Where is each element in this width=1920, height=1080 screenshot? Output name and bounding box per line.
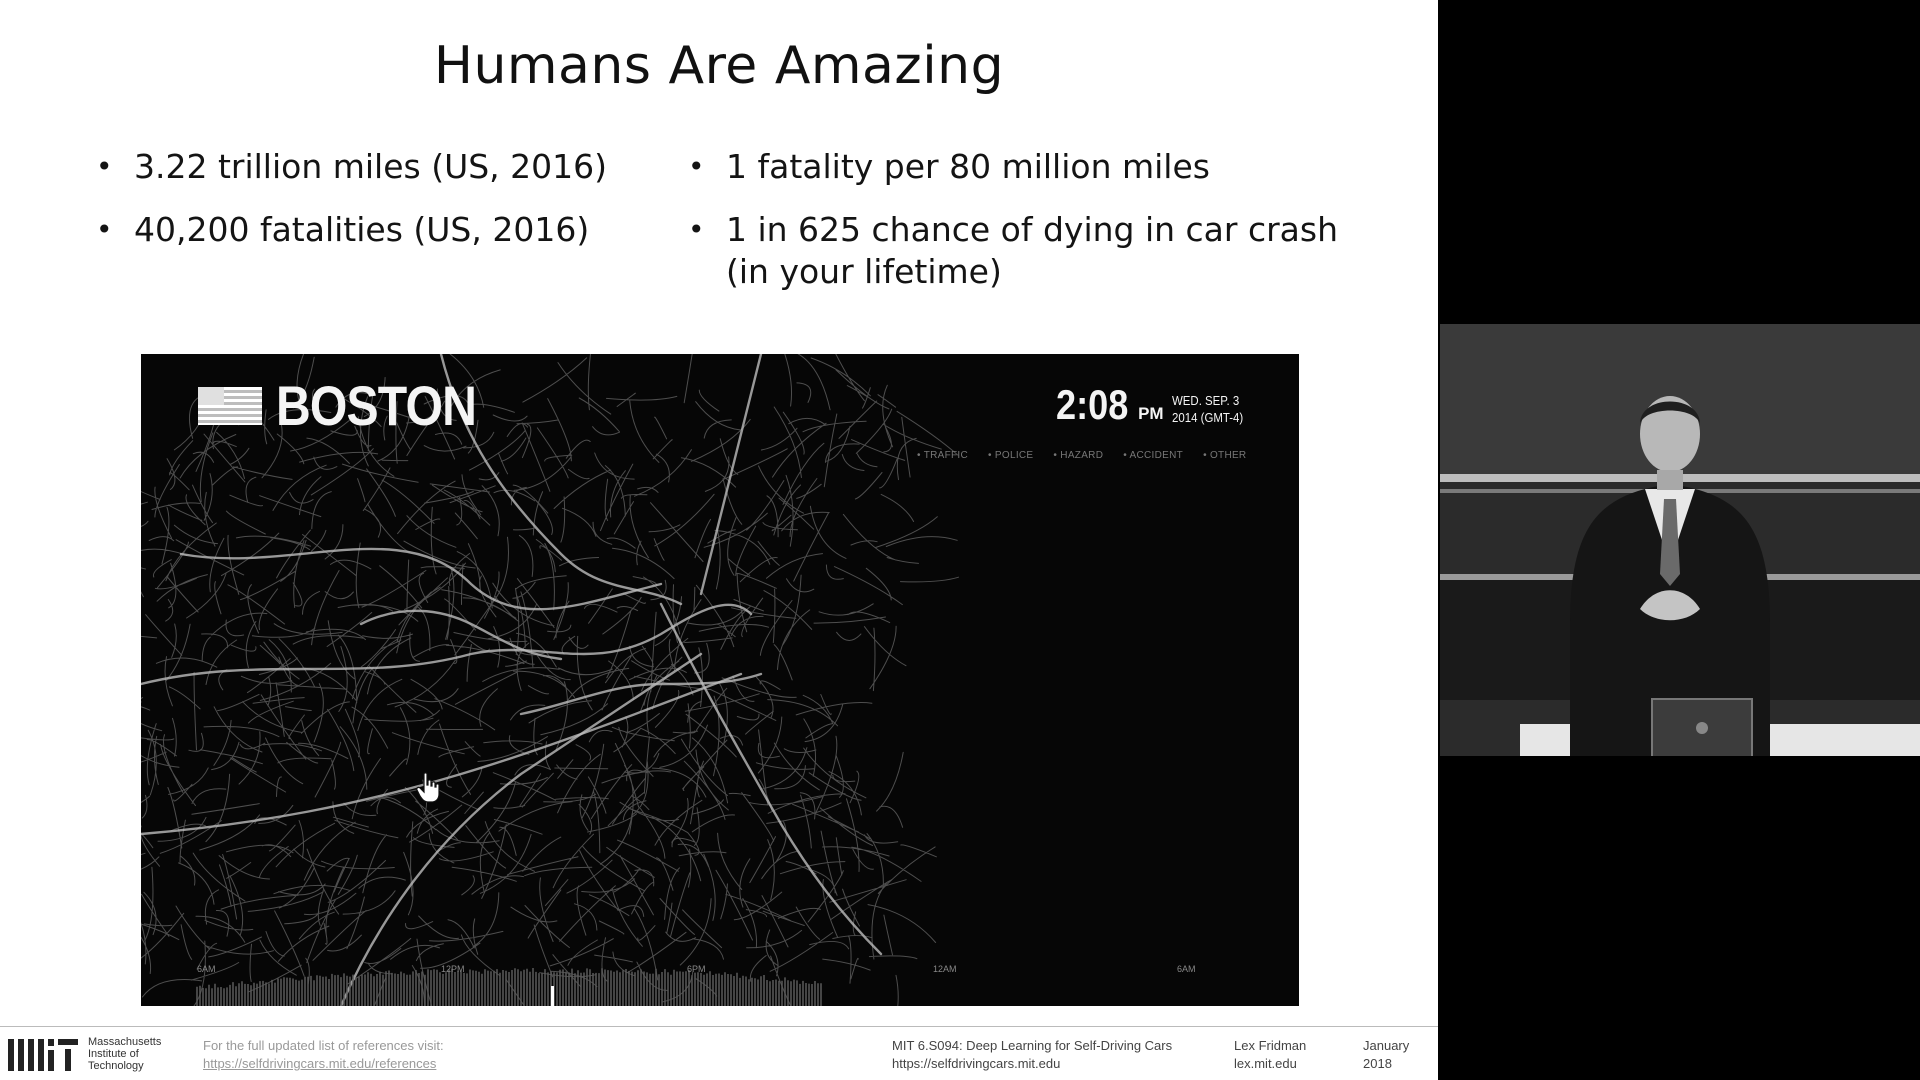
major-road	[141, 603, 753, 686]
timeline-axis: 6AM 12PM 6PM 12AM 6AM	[141, 964, 1299, 976]
hand-pointer-icon	[416, 772, 440, 803]
date-line: WED. SEP. 3	[1171, 393, 1239, 408]
presenter-camera-icon	[1440, 324, 1920, 756]
timeline-label: 6AM	[1177, 964, 1196, 974]
incident-legend: TRAFFIC POLICE HAZARD ACCIDENT OTHER	[917, 450, 1246, 461]
road-network-map	[141, 354, 959, 1006]
bullet-item: 3.22 trillion miles (US, 2016)	[96, 146, 656, 188]
slide-title: Humans Are Amazing	[433, 36, 1005, 96]
bullet-list-right: 1 fatality per 80 million miles 1 in 625…	[688, 146, 1408, 314]
course-url[interactable]: https://selfdrivingcars.mit.edu	[892, 1056, 1061, 1071]
bullet-item: 1 in 625 chance of dying in car crash (i…	[688, 209, 1346, 293]
references-note: For the full updated list of references …	[203, 1037, 444, 1073]
presentation-slide: Humans Are Amazing 3.22 trillion miles (…	[0, 0, 1438, 1080]
major-road	[699, 354, 763, 596]
major-road	[439, 354, 683, 606]
legend-item: HAZARD	[1053, 450, 1103, 461]
clock-display: 2:08 PM WED. SEP. 3 2014 (GMT-4)	[1056, 384, 1252, 426]
city-header: BOSTON	[198, 378, 509, 434]
major-road	[339, 652, 703, 1006]
course-name: MIT 6.S094: Deep Learning for Self-Drivi…	[892, 1038, 1173, 1053]
embedded-map-video[interactable]: BOSTON 2:08 PM WED. SEP. 3 2014 (GMT-4) …	[141, 354, 1299, 1006]
timeline-activity	[196, 968, 822, 1006]
institution-name: Massachusetts Institute of Technology	[88, 1036, 162, 1072]
legend-item: POLICE	[988, 450, 1033, 461]
bullet-list-left: 3.22 trillion miles (US, 2016) 40,200 fa…	[96, 146, 656, 272]
clock-date: WED. SEP. 3 2014 (GMT-4)	[1172, 392, 1243, 426]
author-info: Lex Fridman lex.mit.edu	[1234, 1037, 1306, 1073]
timeline-label: 12AM	[933, 964, 957, 974]
bullet-item: 1 fatality per 80 million miles	[688, 146, 1408, 188]
lecture-date: January 2018	[1363, 1037, 1409, 1073]
timeline-playhead[interactable]	[551, 986, 554, 1006]
author-name: Lex Fridman	[1234, 1038, 1307, 1053]
city-name: BOSTON	[276, 374, 477, 437]
us-flag-icon	[198, 387, 262, 425]
slide-footer: Massachusetts Institute of Technology Fo…	[0, 1026, 1438, 1080]
course-info: MIT 6.S094: Deep Learning for Self-Drivi…	[892, 1037, 1172, 1073]
mit-logo-icon	[8, 1039, 78, 1071]
references-link[interactable]: https://selfdrivingcars.mit.edu/referenc…	[203, 1056, 437, 1071]
speaker-camera-feed	[1440, 324, 1920, 756]
clock-time: 2:08	[1056, 381, 1129, 428]
legend-item: TRAFFIC	[917, 450, 968, 461]
bullet-item: 40,200 fatalities (US, 2016)	[96, 209, 656, 251]
legend-item: OTHER	[1203, 450, 1246, 461]
lecture-month: January	[1363, 1038, 1410, 1053]
lecture-year: 2018	[1363, 1056, 1392, 1071]
major-road	[359, 609, 563, 661]
major-road	[179, 547, 663, 611]
major-road	[519, 672, 763, 716]
major-road	[141, 672, 743, 836]
references-label: For the full updated list of references …	[203, 1038, 444, 1053]
minor-roads	[141, 354, 959, 1006]
timeline-label: 6PM	[687, 964, 706, 974]
timeline-label: 6AM	[197, 964, 216, 974]
author-url[interactable]: lex.mit.edu	[1234, 1056, 1297, 1071]
date-line: 2014 (GMT-4)	[1171, 410, 1243, 425]
major-road	[659, 602, 883, 956]
clock-ampm: PM	[1138, 404, 1164, 423]
legend-item: ACCIDENT	[1123, 450, 1183, 461]
timeline-label: 12PM	[441, 964, 465, 974]
